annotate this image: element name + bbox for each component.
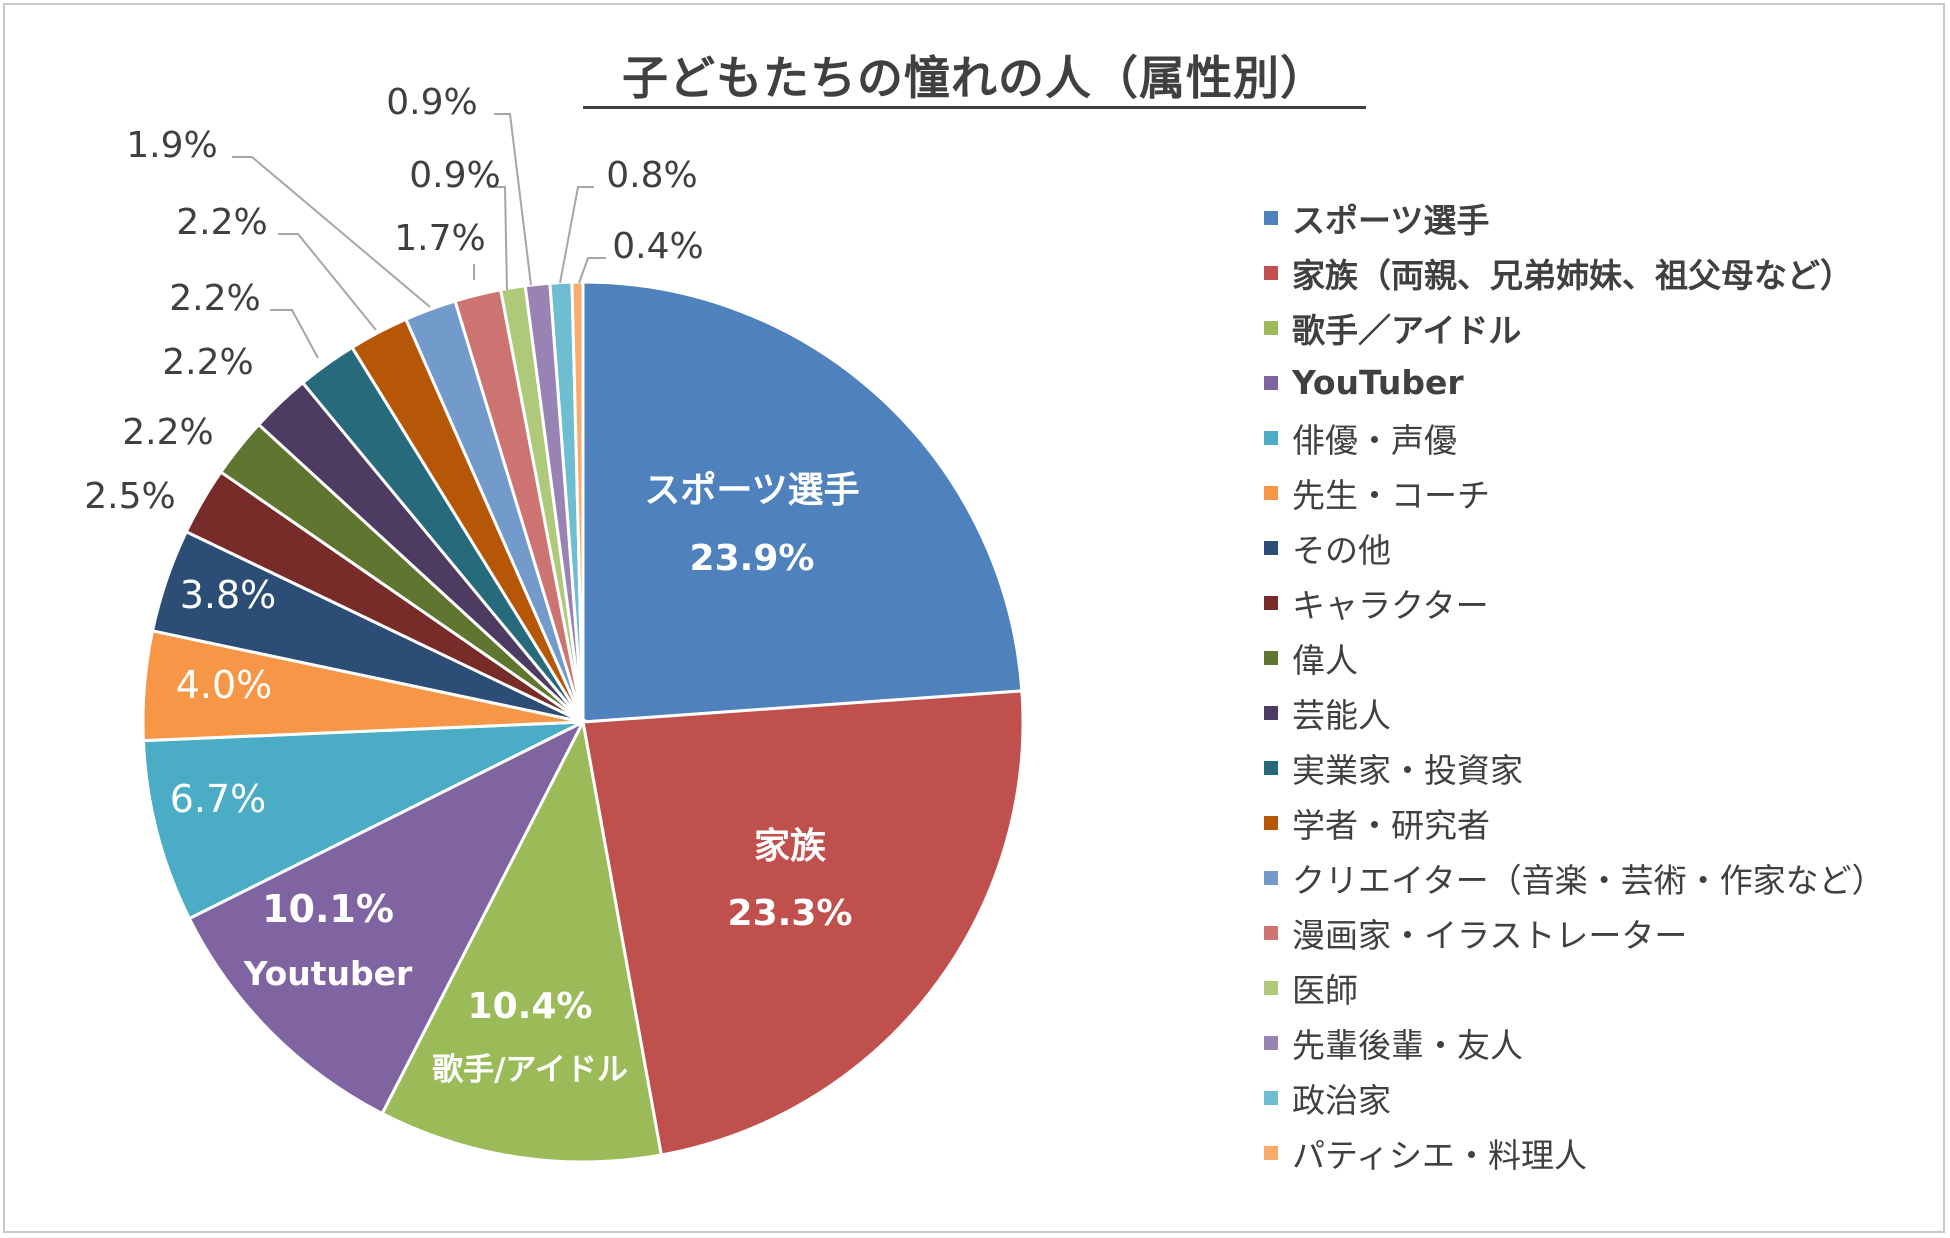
legend-swatch	[1264, 705, 1278, 720]
legend-label: 先輩後輩・友人	[1292, 1025, 1523, 1065]
leader-line	[232, 156, 431, 308]
legend-item: 先生・コーチ	[1264, 465, 1944, 520]
legend-item: 家族（両親、兄弟姉妹、祖父母など）	[1264, 245, 1944, 300]
legend-item: 学者・研究者	[1264, 795, 1944, 850]
data-label: 1.7%	[394, 218, 485, 259]
legend-swatch	[1264, 430, 1278, 445]
data-label: 2.5%	[84, 476, 175, 517]
leader-line	[559, 186, 594, 284]
legend-item: 漫画家・イラストレーター	[1264, 905, 1944, 960]
legend-item: パティシエ・料理人	[1264, 1125, 1944, 1180]
legend-label: 偉人	[1292, 640, 1358, 680]
legend-item: クリエイター（音楽・芸術・作家など）	[1264, 850, 1944, 905]
data-label: 23.9%	[690, 538, 815, 579]
data-label: 2.2%	[162, 342, 253, 383]
legend-swatch	[1264, 1035, 1278, 1050]
legend-item: YouTuber	[1264, 355, 1944, 410]
legend-label: 漫画家・イラストレーター	[1292, 915, 1688, 955]
legend-label: クリエイター（音楽・芸術・作家など）	[1292, 860, 1885, 900]
leader-line	[494, 113, 532, 286]
legend-label: 実業家・投資家	[1292, 750, 1523, 790]
legend-label: 芸能人	[1292, 695, 1391, 735]
legend-item: 俳優・声優	[1264, 410, 1944, 465]
data-label: 23.3%	[728, 893, 853, 934]
legend-item: 芸能人	[1264, 685, 1944, 740]
legend-label: キャラクター	[1292, 585, 1489, 625]
legend-swatch	[1264, 485, 1278, 500]
slice-name-label: スポーツ選手	[644, 469, 859, 511]
pie-slice	[380, 717, 664, 1164]
legend-label: パティシエ・料理人	[1292, 1135, 1588, 1175]
legend-swatch	[1264, 595, 1278, 610]
pie-slice	[187, 718, 587, 1116]
slice-name-label: 歌手/アイドル	[432, 1052, 628, 1088]
legend-label: 歌手／アイドル	[1292, 310, 1522, 350]
legend-item: 先輩後輩・友人	[1264, 1015, 1944, 1070]
legend-label: 学者・研究者	[1292, 805, 1490, 845]
leader-line	[270, 309, 319, 359]
leader-line	[578, 257, 606, 284]
data-label: 0.8%	[606, 155, 697, 196]
legend-label: 政治家	[1292, 1080, 1391, 1120]
data-label: 0.9%	[386, 82, 477, 123]
legend-swatch	[1264, 210, 1278, 225]
pie-slice	[141, 720, 584, 921]
slice-name-label: 家族	[754, 826, 826, 867]
data-label: 1.9%	[126, 125, 217, 166]
legend-label: 先生・コーチ	[1292, 475, 1490, 515]
legend-swatch	[1264, 375, 1278, 390]
pie-slice	[581, 280, 1024, 724]
data-label: 10.1%	[262, 887, 394, 931]
legend-item: 医師	[1264, 960, 1944, 1015]
legend-label: スポーツ選手	[1292, 200, 1490, 240]
legend-item: スポーツ選手	[1264, 190, 1944, 245]
legend-label: その他	[1292, 530, 1391, 570]
legend-item: 偉人	[1264, 630, 1944, 685]
legend-label: YouTuber	[1292, 363, 1464, 402]
chart-title: 子どもたちの憧れの人（属性別）	[622, 51, 1327, 105]
legend-swatch	[1264, 815, 1278, 830]
legend-swatch	[1264, 1090, 1278, 1105]
legend-swatch	[1264, 320, 1278, 335]
data-label: 0.4%	[612, 226, 703, 267]
legend-label: 医師	[1292, 970, 1358, 1010]
legend-swatch	[1264, 1145, 1278, 1160]
legend-swatch	[1264, 265, 1278, 280]
pie-slice	[581, 689, 1025, 1157]
data-label: 3.8%	[180, 573, 277, 617]
legend-label: 俳優・声優	[1292, 420, 1457, 460]
data-label: 6.7%	[170, 777, 267, 821]
legend-item: キャラクター	[1264, 575, 1944, 630]
data-label: 2.2%	[169, 278, 260, 319]
data-label: 2.2%	[176, 202, 267, 243]
legend-swatch	[1264, 925, 1278, 940]
legend-swatch	[1264, 760, 1278, 775]
leader-line	[278, 233, 377, 331]
legend-item: その他	[1264, 520, 1944, 575]
data-label: 2.2%	[122, 412, 213, 453]
legend-swatch	[1264, 650, 1278, 665]
legend-item: 歌手／アイドル	[1264, 300, 1944, 355]
legend-swatch	[1264, 870, 1278, 885]
title-underline	[583, 106, 1366, 109]
pie-slice	[570, 280, 585, 723]
data-label: 10.4%	[468, 986, 593, 1027]
legend-swatch	[1264, 980, 1278, 995]
legend-swatch	[1264, 540, 1278, 555]
leader-line	[488, 186, 508, 291]
legend-item: 政治家	[1264, 1070, 1944, 1125]
data-label: 0.9%	[409, 155, 500, 196]
chart-legend: スポーツ選手家族（両親、兄弟姉妹、祖父母など） 歌手／アイドル YouTuber 俳優…	[1264, 190, 1944, 1180]
data-label: 4.0%	[176, 663, 273, 707]
legend-item: 実業家・投資家	[1264, 740, 1944, 795]
legend-label: 家族（両親、兄弟姉妹、祖父母など）	[1292, 255, 1853, 295]
slice-name-label: Youtuber	[243, 954, 413, 993]
